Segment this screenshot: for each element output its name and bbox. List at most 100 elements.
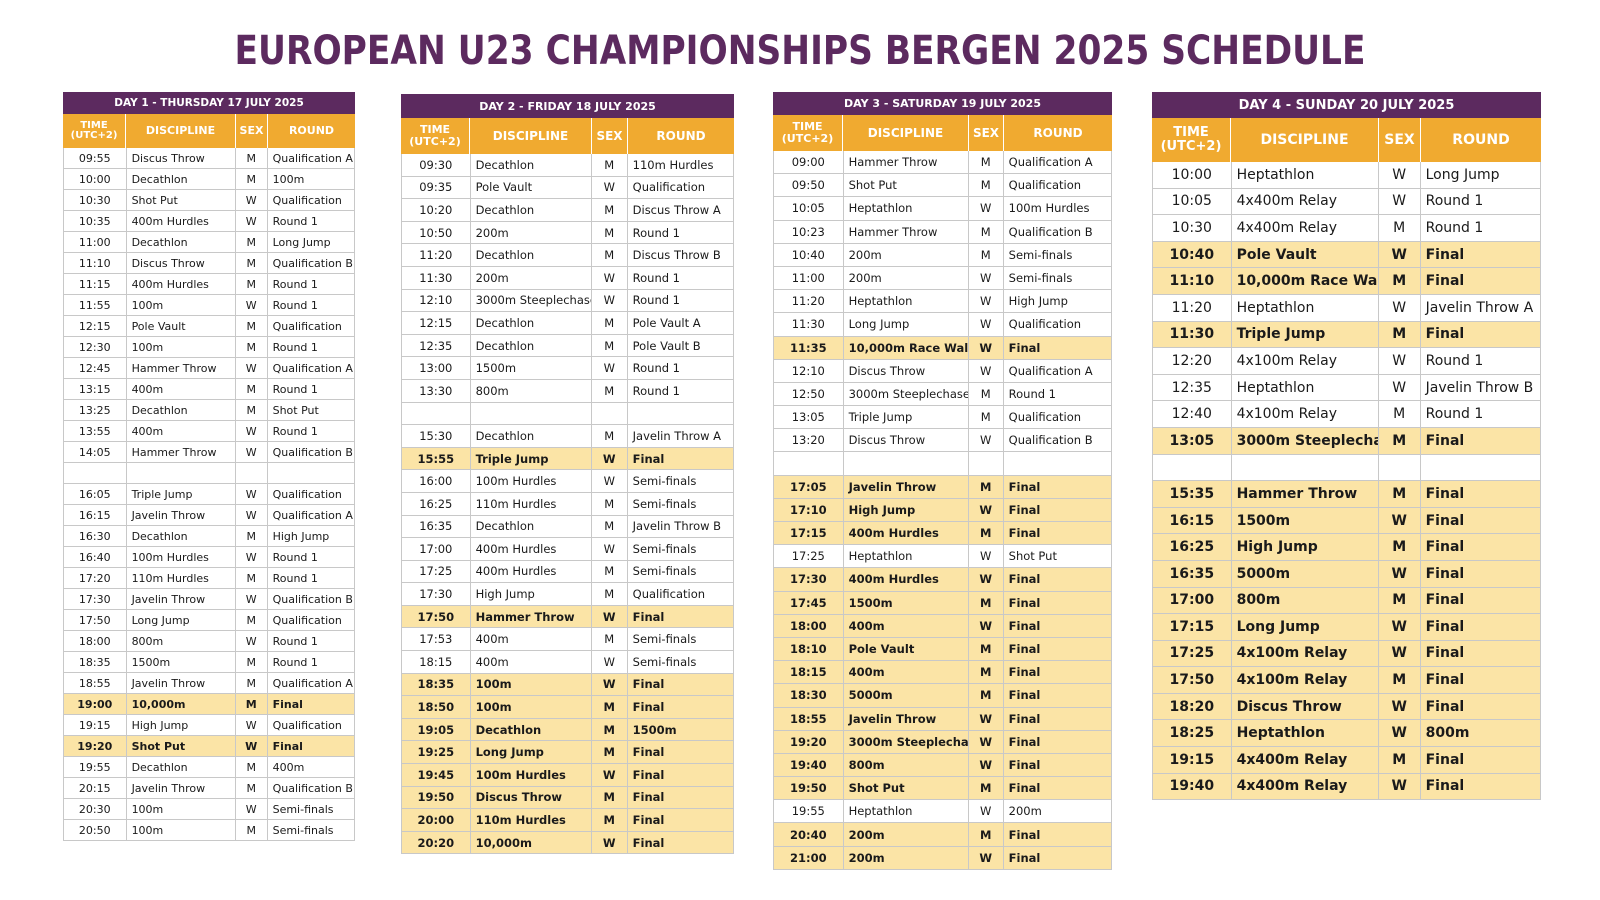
event-sex: W <box>1379 348 1421 374</box>
event-discipline: Discus Throw <box>471 786 592 809</box>
event-time: 12:50 <box>774 382 844 406</box>
event-sex: M <box>592 809 628 831</box>
event-time <box>402 402 471 425</box>
event-round: Pole Vault B <box>632 338 701 353</box>
schedule-row: 15:35 Hammer Throw M Final <box>1153 481 1540 508</box>
event-discipline: Hammer Throw <box>844 220 969 243</box>
event-sex: M <box>592 515 628 538</box>
event-time <box>774 452 844 475</box>
event-sex: M <box>1379 215 1421 241</box>
event-discipline: Triple Jump <box>844 406 969 429</box>
event-round: Final <box>632 609 665 624</box>
event-sex: W <box>969 846 1004 869</box>
day-header: DAY 1 - THURSDAY 17 JULY 2025 <box>63 92 355 114</box>
event-round: Semi-finals <box>1008 247 1073 262</box>
event-discipline: 3000m Steeplechase <box>844 382 969 406</box>
event-sex: M <box>969 591 1004 614</box>
event-round: Round 1 <box>272 634 318 648</box>
event-sex: W <box>592 357 628 379</box>
event-time: 17:45 <box>774 591 844 614</box>
event-discipline: Heptathlon <box>844 800 969 823</box>
schedule-row: 09:30 Decathlon M 110m Hurdles <box>402 154 733 177</box>
event-discipline: 400m <box>844 661 969 684</box>
event-sex: M <box>236 757 268 777</box>
event-sex: W <box>236 358 268 378</box>
column-header-round: ROUND <box>1033 125 1083 140</box>
event-discipline: Decathlon <box>127 757 236 777</box>
event-sex: W <box>236 631 268 651</box>
event-time: 13:05 <box>774 406 844 429</box>
schedule-row: 10:30 4x400m Relay M Round 1 <box>1153 215 1540 242</box>
event-discipline: 1500m <box>471 357 592 379</box>
event-discipline: 10,000m <box>471 831 592 854</box>
event-round: Qualification <box>272 718 342 732</box>
schedule-row: 18:55 Javelin Throw M Qualification A <box>64 673 354 694</box>
event-round: Qualification B <box>1008 433 1093 448</box>
event-sex: W <box>236 190 268 210</box>
event-time: 18:50 <box>402 696 471 718</box>
day-header: DAY 2 - FRIDAY 18 JULY 2025 <box>401 94 734 118</box>
event-round: Round 1 <box>272 277 318 291</box>
event-round: Final <box>632 835 665 850</box>
event-discipline: Decathlon <box>471 244 592 266</box>
event-time: 13:05 <box>1153 427 1232 454</box>
day-header: DAY 3 - SATURDAY 19 JULY 2025 <box>773 92 1112 115</box>
event-round: Qualification A <box>272 676 353 690</box>
event-discipline: Javelin Throw <box>127 778 236 798</box>
event-time: 17:25 <box>1153 640 1232 667</box>
schedule-row: 10:20 Decathlon M Discus Throw A <box>402 199 733 222</box>
schedule-row: 12:20 4x100m Relay W Round 1 <box>1153 348 1540 375</box>
schedule-row: 19:50 Discus Throw M Final <box>402 786 733 810</box>
event-discipline: Long Jump <box>471 741 592 764</box>
schedule-row: 16:25 110m Hurdles M Semi-finals <box>402 492 733 516</box>
event-sex: W <box>969 753 1004 777</box>
session-gap-row <box>774 452 1111 476</box>
event-sex: M <box>592 718 628 741</box>
event-discipline: High Jump <box>1232 534 1379 560</box>
schedule-row: 12:45 Hammer Throw W Qualification A <box>64 358 354 379</box>
event-round: Long Jump <box>272 235 331 249</box>
event-time: 19:50 <box>774 777 844 800</box>
schedule-row: 16:35 5000m W Final <box>1153 560 1540 588</box>
event-sex: W <box>236 421 268 441</box>
event-round: Qualification <box>1008 317 1082 332</box>
schedule-rows: 10:00 Heptathlon W Long Jump 10:05 4x400m Rel… <box>1152 162 1541 801</box>
event-discipline: Decathlon <box>471 334 592 357</box>
schedule-row: 19:45 100m Hurdles W Final <box>402 764 733 787</box>
schedule-row: 13:05 Triple Jump M Qualification <box>774 406 1111 430</box>
event-round: Round 1 <box>272 298 318 312</box>
event-time: 17:53 <box>402 628 471 651</box>
event-time: 12:45 <box>64 358 127 378</box>
event-time: 17:15 <box>774 522 844 545</box>
event-round: Qualification <box>632 587 706 602</box>
event-time: 16:15 <box>64 505 127 525</box>
event-round: Final <box>1008 479 1041 494</box>
event-time: 10:30 <box>1153 215 1232 241</box>
schedule-row: 17:05 Javelin Throw M Final <box>774 475 1111 499</box>
event-time: 17:30 <box>402 583 471 605</box>
event-sex: M <box>1379 321 1421 348</box>
column-header-time: TIME (UTC+2) <box>773 115 843 151</box>
event-round: Semi-finals <box>632 564 697 579</box>
event-sex: M <box>236 232 268 252</box>
event-sex: W <box>969 614 1004 637</box>
event-discipline: Shot Put <box>127 190 236 210</box>
event-time: 20:15 <box>64 778 127 798</box>
event-discipline: 400m Hurdles <box>471 560 592 583</box>
event-sex: W <box>969 568 1004 591</box>
event-time: 11:20 <box>1153 294 1232 321</box>
event-time: 15:55 <box>402 447 471 470</box>
event-sex: W <box>1379 241 1421 268</box>
event-time: 18:10 <box>774 637 844 661</box>
schedule-rows: 09:55 Discus Throw M Qualification A 10:00 De… <box>63 148 355 841</box>
schedule-row: 17:50 Long Jump M Qualification <box>64 610 354 631</box>
event-round: Final <box>1425 645 1465 662</box>
event-sex: W <box>969 266 1004 290</box>
event-time: 10:35 <box>64 211 127 231</box>
event-sex: W <box>1379 294 1421 321</box>
event-round: Final <box>1008 781 1041 796</box>
schedule-row: 19:15 4x400m Relay M Final <box>1153 747 1540 774</box>
event-round: Final <box>1425 618 1465 635</box>
event-discipline: Decathlon <box>471 718 592 741</box>
column-header-sex: SEX <box>969 115 1004 151</box>
